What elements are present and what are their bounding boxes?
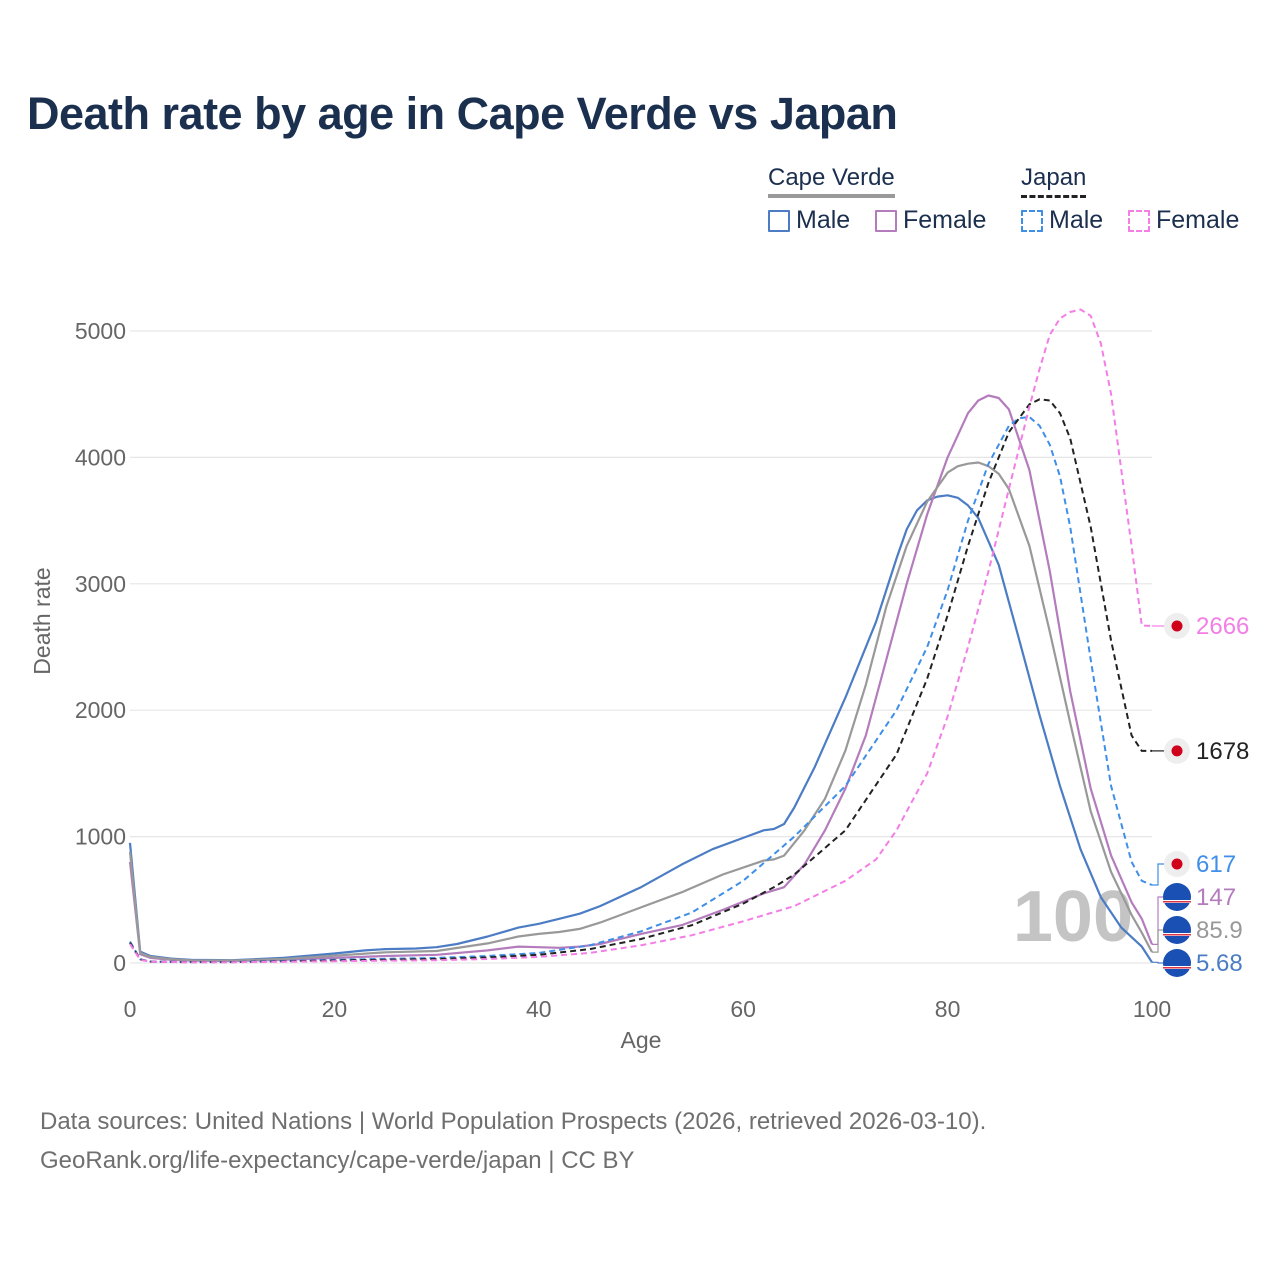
end-label-cape-verde-male: 5.68: [1196, 950, 1243, 977]
series-line-cape-verde-male[interactable]: [128, 494, 1153, 963]
flag-stripe-red: [1163, 934, 1191, 936]
flag-disc: [1163, 883, 1191, 911]
y-tick-label-5000: 5000: [75, 318, 126, 344]
legend-group-japan-label: Japan: [1021, 164, 1087, 191]
end-connector-japan-male: [1152, 863, 1164, 886]
japan-flag-icon: [1164, 851, 1190, 877]
legend-label-cape-verde-male: Male: [796, 206, 851, 234]
y-tick-label-2000: 2000: [75, 697, 126, 723]
end-connector-cape-verde-female: [1152, 896, 1164, 945]
legend-swatch-cape-verde-female: [875, 209, 897, 232]
legend-item-japan-male[interactable]: Male: [1021, 206, 1103, 235]
end-labels: 2666 1678 617 147 85.9 5.68: [1152, 613, 1249, 977]
flag-sun: [1171, 745, 1183, 757]
series-line-japan-both[interactable]: [129, 398, 1152, 964]
legend-swatch-japan-male: [1021, 209, 1043, 232]
footer-credit: GeoRank.org/life-expectancy/cape-verde/j…: [40, 1147, 635, 1174]
legend-label-cape-verde-female: Female: [903, 206, 987, 234]
legend-group-cape-verde: Cape Verde: [768, 164, 895, 198]
x-tick-label-40: 40: [526, 996, 552, 1022]
legend-label-japan-male: Male: [1049, 206, 1104, 234]
x-tick-label-100: 100: [1133, 996, 1171, 1022]
series-line-cape-verde-both[interactable]: [128, 461, 1153, 962]
series-line-japan-female[interactable]: [129, 308, 1153, 964]
cape-verde-flag-icon: [1163, 883, 1191, 911]
legend-group-cape-verde-line: [768, 194, 895, 198]
y-tick-label-3000: 3000: [75, 571, 126, 597]
x-tick-label-60: 60: [730, 996, 756, 1022]
legend-label-japan-female: Female: [1156, 206, 1240, 234]
flag-disc: [1163, 916, 1191, 944]
flag-stripe-red: [1163, 967, 1191, 969]
x-tick-label-0: 0: [124, 996, 137, 1022]
legend-group-cape-verde-label: Cape Verde: [768, 164, 895, 191]
series-line-cape-verde-female[interactable]: [128, 394, 1154, 963]
end-label-japan-both: 1678: [1196, 738, 1249, 765]
flag-sun: [1171, 620, 1183, 632]
end-label-japan-male: 617: [1196, 851, 1236, 878]
legend-swatch-japan-female: [1128, 209, 1150, 232]
end-connector-cape-verde-male: [1152, 961, 1164, 964]
series-lines: [128, 308, 1154, 964]
flag-sun: [1171, 858, 1183, 870]
y-tick-label-1000: 1000: [75, 824, 126, 850]
legend-group-japan-line: [1021, 195, 1087, 198]
legend-item-cape-verde-male[interactable]: Male: [768, 206, 850, 235]
footer-sources: Data sources: United Nations | World Pop…: [40, 1108, 987, 1135]
japan-flag-icon: [1164, 613, 1190, 640]
y-tick-label-0: 0: [113, 950, 126, 976]
y-tick-label-4000: 4000: [75, 444, 126, 470]
axes: 0 1000 2000 3000 4000 5000 0 20 40 60 80 100: [75, 318, 1171, 1022]
flag-disc: [1163, 949, 1191, 977]
death-rate-chart: 100 2666 1678 617 147 85.9 5.68 0 1000 2000 3000…: [29, 308, 1249, 1053]
grid: [130, 330, 1152, 964]
legend-item-japan-female[interactable]: Female: [1128, 206, 1239, 235]
end-connector-cape-verde-both: [1152, 929, 1164, 953]
x-tick-label-80: 80: [935, 996, 961, 1022]
legend-swatch-cape-verde-male: [768, 209, 790, 232]
flag-stripe-red: [1163, 901, 1191, 903]
end-label-cape-verde-female: 147: [1196, 884, 1236, 911]
cape-verde-flag-icon: [1163, 949, 1191, 977]
x-axis-label: Age: [621, 1027, 662, 1053]
y-axis-label: Death rate: [29, 567, 55, 674]
cape-verde-flag-icon: [1163, 916, 1191, 944]
chart-title: Death rate by age in Cape Verde vs Japan: [27, 88, 898, 139]
japan-flag-icon: [1164, 737, 1190, 764]
legend-item-cape-verde-female[interactable]: Female: [875, 206, 986, 235]
legend-group-japan: Japan: [1021, 164, 1087, 198]
x-tick-label-20: 20: [322, 996, 348, 1022]
end-label-cape-verde-both: 85.9: [1196, 917, 1243, 944]
series-line-japan-male[interactable]: [129, 416, 1153, 963]
end-label-japan-female: 2666: [1196, 613, 1249, 640]
